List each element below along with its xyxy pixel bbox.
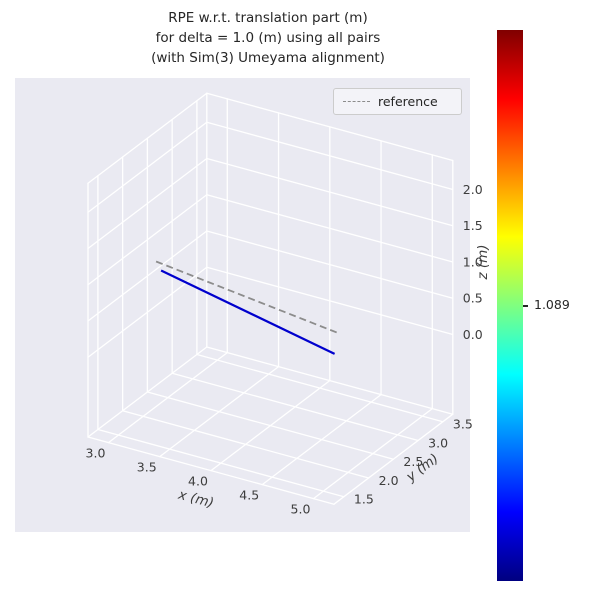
y-tick-label: 1.5 [354,492,374,507]
colorbar-tick-mark [523,304,528,307]
chart-title-line-3: (with Sim(3) Umeyama alignment) [151,50,385,66]
y-tick-label: 2.5 [403,454,423,469]
y-tick-label: 3.5 [453,417,473,432]
legend: reference [333,88,462,115]
reference-dashed-line-icon [343,101,370,102]
reference-line [155,260,339,334]
z-tick-label: 1.5 [463,218,483,233]
colorbar-tick-label: 1.089 [534,296,570,312]
x-tick-label: 4.5 [239,488,259,503]
x-tick-label: 5.0 [291,502,311,517]
x-tick-label: 4.0 [188,474,208,489]
y-tick-label: 2.0 [379,473,399,488]
z-tick-label: 1.0 [463,254,483,269]
z-tick-label: 0.5 [463,291,483,306]
plot-area-background [15,78,470,532]
trajectories [155,260,339,355]
x-tick-label: 3.0 [86,446,106,461]
z-axis-label: z (m) [475,244,491,280]
y-tick-label: 3.0 [428,435,448,450]
z-tick-label: 0.0 [463,327,483,342]
x-axis-label: x (m) [176,486,216,511]
estimated-line [160,269,336,355]
grid-lines [87,92,454,505]
chart-title-line-1: RPE w.r.t. translation part (m) [168,10,368,26]
x-tick-label: 3.5 [137,460,157,475]
chart-title-line-2: for delta = 1.0 (m) using all pairs [155,30,381,46]
colorbar [497,30,523,581]
z-tick-label: 2.0 [463,182,483,197]
legend-label: reference [378,94,438,109]
chart-title: RPE w.r.t. translation part (m) for delt… [0,8,536,68]
